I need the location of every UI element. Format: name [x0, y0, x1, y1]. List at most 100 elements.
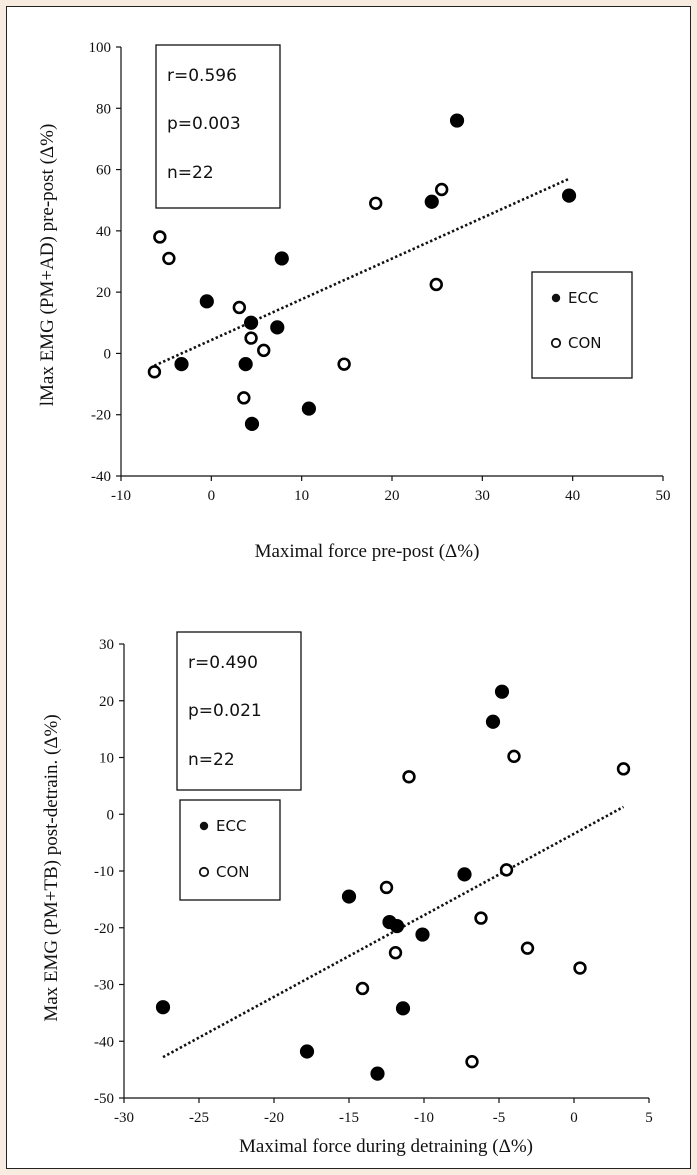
trendline: [162, 805, 625, 1059]
legend: ECC CON: [179, 799, 281, 901]
point-con: [232, 300, 247, 315]
point-ecc: [274, 251, 289, 266]
point-con: [379, 880, 394, 895]
x-tick-label: 40: [565, 488, 580, 504]
y-tick-label: 40: [96, 224, 111, 240]
point-con: [244, 331, 258, 345]
stat-p: p=0.021: [188, 701, 262, 721]
point-con: [474, 911, 488, 925]
point-con: [499, 863, 514, 877]
y-tick-label: -20: [94, 921, 114, 937]
x-tick-label: -10: [111, 488, 131, 504]
x-tick-label: -25: [189, 1110, 209, 1126]
legend-con-marker: [550, 337, 562, 349]
point-ecc: [301, 401, 316, 416]
point-ecc: [485, 714, 501, 729]
point-ecc: [494, 684, 510, 699]
point-ecc: [299, 1044, 315, 1059]
x-tick-label: -15: [339, 1110, 359, 1126]
legend-ecc-label: ECC: [216, 817, 246, 835]
x-tick-label: 0: [570, 1110, 578, 1126]
trendline: [153, 177, 570, 367]
point-ecc: [199, 294, 214, 309]
x-tick-label: -30: [114, 1110, 134, 1126]
legend-ecc-marker: [199, 821, 209, 831]
point-ecc: [174, 357, 189, 372]
y-tick-label: -30: [94, 978, 114, 994]
x-axis-title: Maximal force during detraining (Δ%): [239, 1136, 533, 1157]
x-tick-label: 0: [208, 488, 216, 504]
x-tick-label: 50: [656, 488, 671, 504]
legend-ecc-marker: [551, 293, 561, 303]
point-ecc: [395, 1001, 411, 1016]
point-ecc: [424, 194, 439, 209]
legend-con-label: CON: [568, 334, 602, 352]
point-con: [388, 946, 403, 960]
point-ecc: [270, 320, 285, 335]
point-ecc: [244, 416, 260, 432]
point-con: [402, 770, 416, 784]
point-ecc: [370, 1066, 385, 1081]
y-tick-label: 10: [99, 751, 114, 767]
y-tick-label: -40: [94, 1034, 114, 1050]
point-con: [162, 251, 176, 266]
stat-r: r=0.596: [167, 66, 237, 86]
y-tick-label: 60: [96, 163, 111, 179]
legend: ECC CON: [531, 271, 633, 379]
x-tick-label: -10: [414, 1110, 434, 1126]
x-axis-title: Maximal force pre-post (Δ%): [255, 541, 480, 562]
y-tick-label: -20: [91, 408, 111, 424]
x-tick-label: -5: [493, 1110, 506, 1126]
point-con: [337, 357, 351, 371]
legend-ecc-label: ECC: [568, 289, 598, 307]
point-con: [147, 365, 162, 379]
point-ecc: [415, 927, 430, 942]
y-tick-label: 80: [96, 101, 111, 117]
y-tick-label: -10: [94, 864, 114, 880]
y-tick-label: 0: [104, 346, 112, 362]
legend-con-label: CON: [216, 863, 250, 881]
stats-box: r=0.490 p=0.021 n=22: [176, 631, 302, 791]
y-tick-label: -40: [91, 469, 111, 485]
point-ecc: [389, 918, 405, 934]
y-tick-label: 30: [99, 637, 114, 653]
stat-p: p=0.003: [167, 114, 241, 134]
point-ecc: [449, 113, 465, 128]
stat-r: r=0.490: [188, 653, 258, 673]
point-con: [465, 1054, 479, 1069]
x-tick-label: 20: [385, 488, 400, 504]
y-tick-label: 20: [99, 694, 114, 710]
x-tick-label: 10: [294, 488, 309, 504]
x-tick-label: 30: [475, 488, 490, 504]
point-ecc: [155, 1000, 171, 1015]
figure-panel: -40 -20 0 20 40 60 80 100 -10 0 10 20 30 40 50 Maximal…: [6, 6, 691, 1169]
y-axis-title: lMax EMG (PM+AD) pre-post (Δ%): [37, 124, 58, 407]
point-ecc: [457, 867, 472, 882]
point-ecc: [238, 357, 253, 372]
point-con: [237, 391, 251, 405]
point-con: [520, 941, 535, 955]
point-con: [369, 196, 383, 210]
y-tick-label: 20: [96, 285, 111, 301]
point-con: [153, 230, 167, 244]
point-con: [507, 749, 521, 764]
legend-con-marker: [198, 866, 210, 878]
point-ecc: [243, 315, 259, 330]
point-con: [257, 343, 271, 358]
x-tick-label: 5: [645, 1110, 653, 1126]
point-con: [429, 277, 443, 292]
x-tick-label: -20: [264, 1110, 284, 1126]
point-con: [616, 762, 631, 776]
point-ecc: [561, 188, 577, 203]
y-tick-label: 100: [89, 40, 112, 56]
stat-n: n=22: [167, 163, 214, 183]
point-con: [573, 961, 587, 975]
point-con: [355, 981, 370, 996]
stats-box: r=0.596 p=0.003 n=22: [155, 44, 281, 209]
point-con: [434, 182, 449, 197]
chart-top: -40 -20 0 20 40 60 80 100 -10 0 10 20 30 40 50 Maximal…: [37, 40, 671, 562]
stat-n: n=22: [188, 750, 235, 770]
y-tick-label: 0: [107, 807, 115, 823]
